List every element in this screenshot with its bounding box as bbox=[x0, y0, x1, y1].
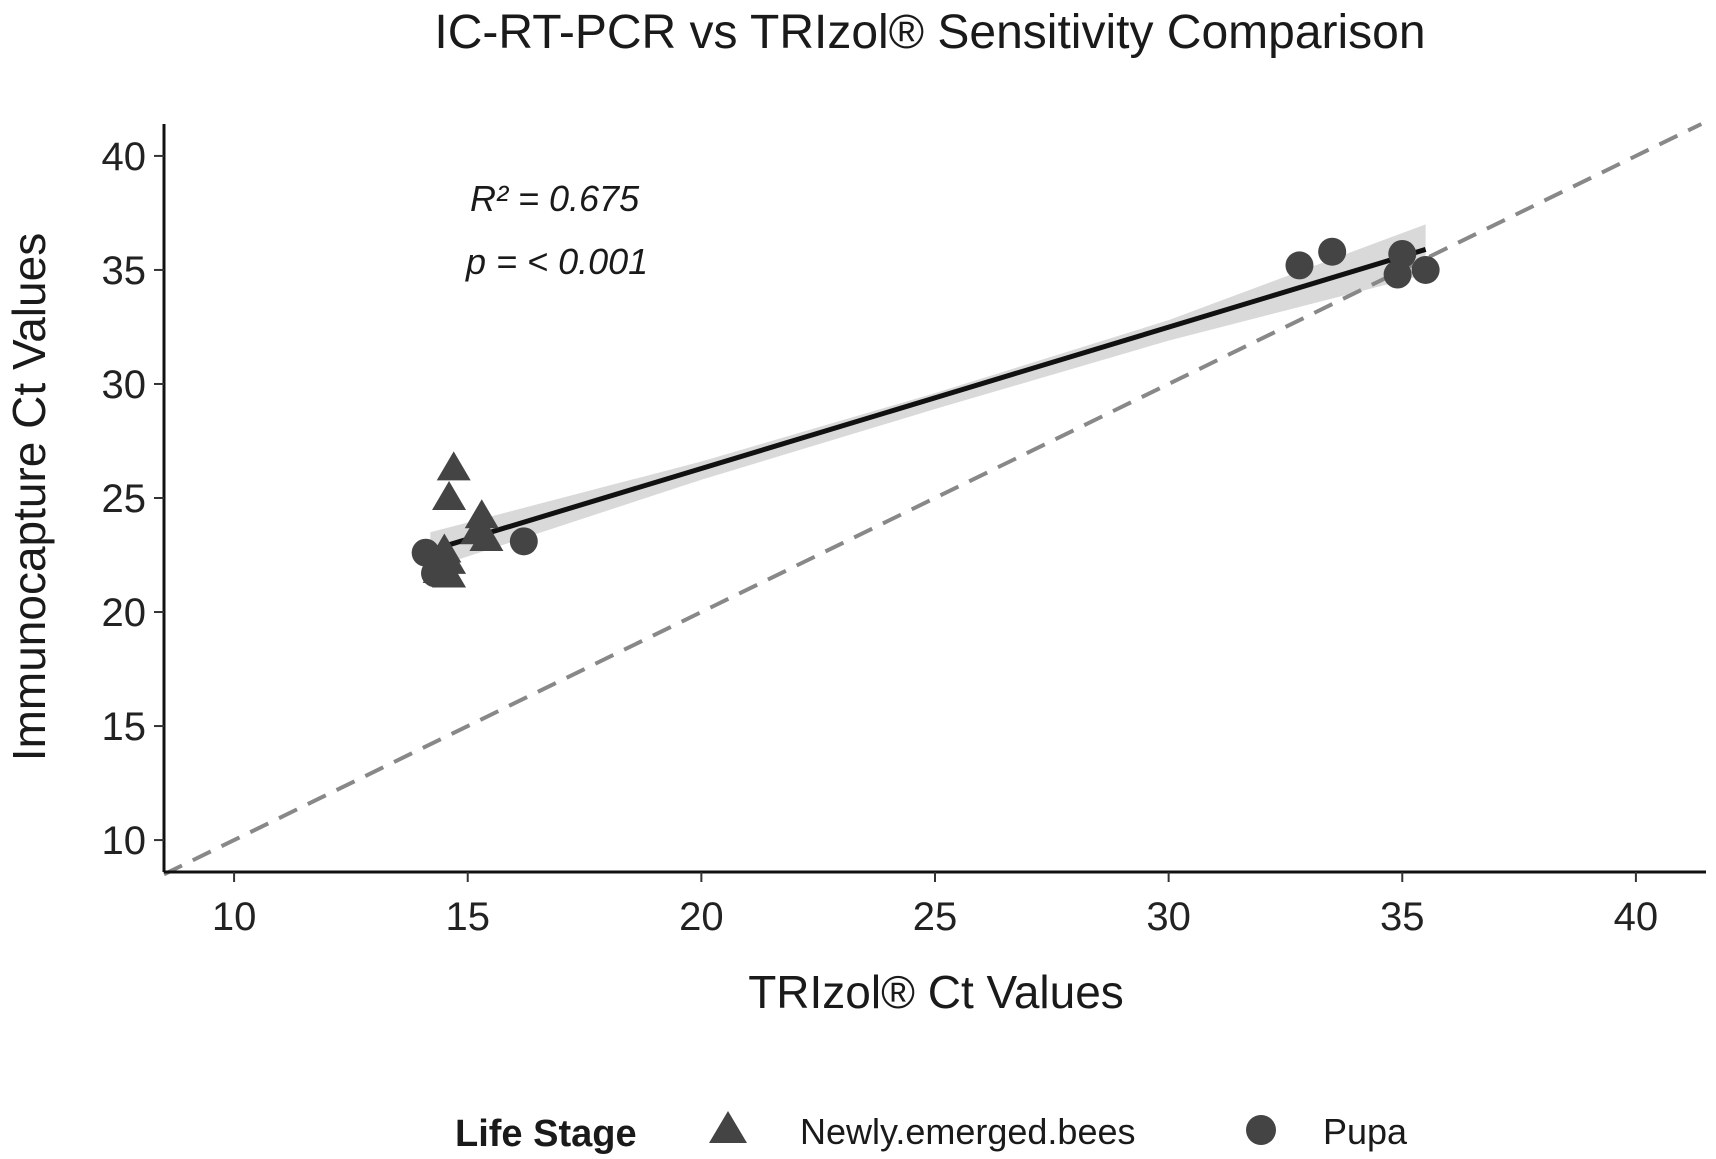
y-axis-title: Immunocapture Ct Values bbox=[3, 233, 55, 761]
point-newly-emerged-0 bbox=[436, 451, 471, 481]
point-pupa-2 bbox=[421, 559, 450, 588]
x-tick-label-35: 35 bbox=[1380, 895, 1425, 939]
y-tick-label-30: 30 bbox=[102, 363, 147, 407]
point-pupa-3 bbox=[1285, 251, 1314, 280]
plot-area bbox=[163, 122, 1703, 877]
r-squared-annotation: R² = 0.675 bbox=[470, 178, 640, 219]
confidence-band bbox=[430, 224, 1426, 569]
x-axis-ticks: 10 15 20 25 30 35 40 bbox=[212, 872, 1658, 939]
x-axis-title: TRIzol® Ct Values bbox=[748, 966, 1124, 1018]
y-tick-label-10: 10 bbox=[102, 819, 147, 863]
legend-label-pupa: Pupa bbox=[1323, 1111, 1408, 1152]
point-newly-emerged-2 bbox=[464, 499, 499, 529]
point-newly-emerged-1 bbox=[432, 481, 467, 510]
point-newly-emerged-4 bbox=[469, 522, 504, 552]
y-tick-label-40: 40 bbox=[102, 135, 147, 179]
legend-title: Life Stage bbox=[455, 1113, 637, 1155]
point-pupa-1 bbox=[509, 527, 538, 556]
y-tick-label-20: 20 bbox=[102, 591, 147, 635]
y-tick-label-35: 35 bbox=[102, 249, 147, 293]
regression-line bbox=[429, 247, 1427, 553]
y-axis-ticks: 10 15 20 25 30 35 40 bbox=[102, 135, 164, 863]
x-tick-label-25: 25 bbox=[913, 895, 958, 939]
chart-title: IC-RT-PCR vs TRIzol® Sensitivity Compari… bbox=[434, 6, 1425, 59]
x-tick-label-15: 15 bbox=[445, 895, 490, 939]
data-points bbox=[411, 237, 1440, 588]
legend: Life Stage Newly.emerged.bees Pupa bbox=[455, 1111, 1408, 1155]
legend-label-newly-emerged: Newly.emerged.bees bbox=[800, 1111, 1136, 1152]
point-pupa-6 bbox=[1383, 260, 1412, 289]
p-value-annotation: p = < 0.001 bbox=[465, 241, 648, 282]
x-tick-label-40: 40 bbox=[1614, 895, 1659, 939]
legend-circle-icon bbox=[1246, 1115, 1276, 1145]
x-tick-label-10: 10 bbox=[212, 895, 257, 939]
y-tick-label-25: 25 bbox=[102, 477, 147, 521]
x-tick-label-20: 20 bbox=[679, 895, 724, 939]
point-pupa-4 bbox=[1318, 237, 1347, 266]
legend-triangle-icon bbox=[709, 1111, 747, 1143]
y-tick-label-15: 15 bbox=[102, 705, 147, 749]
point-pupa-7 bbox=[1411, 255, 1440, 284]
x-tick-label-30: 30 bbox=[1146, 895, 1191, 939]
reference-line bbox=[163, 122, 1703, 877]
